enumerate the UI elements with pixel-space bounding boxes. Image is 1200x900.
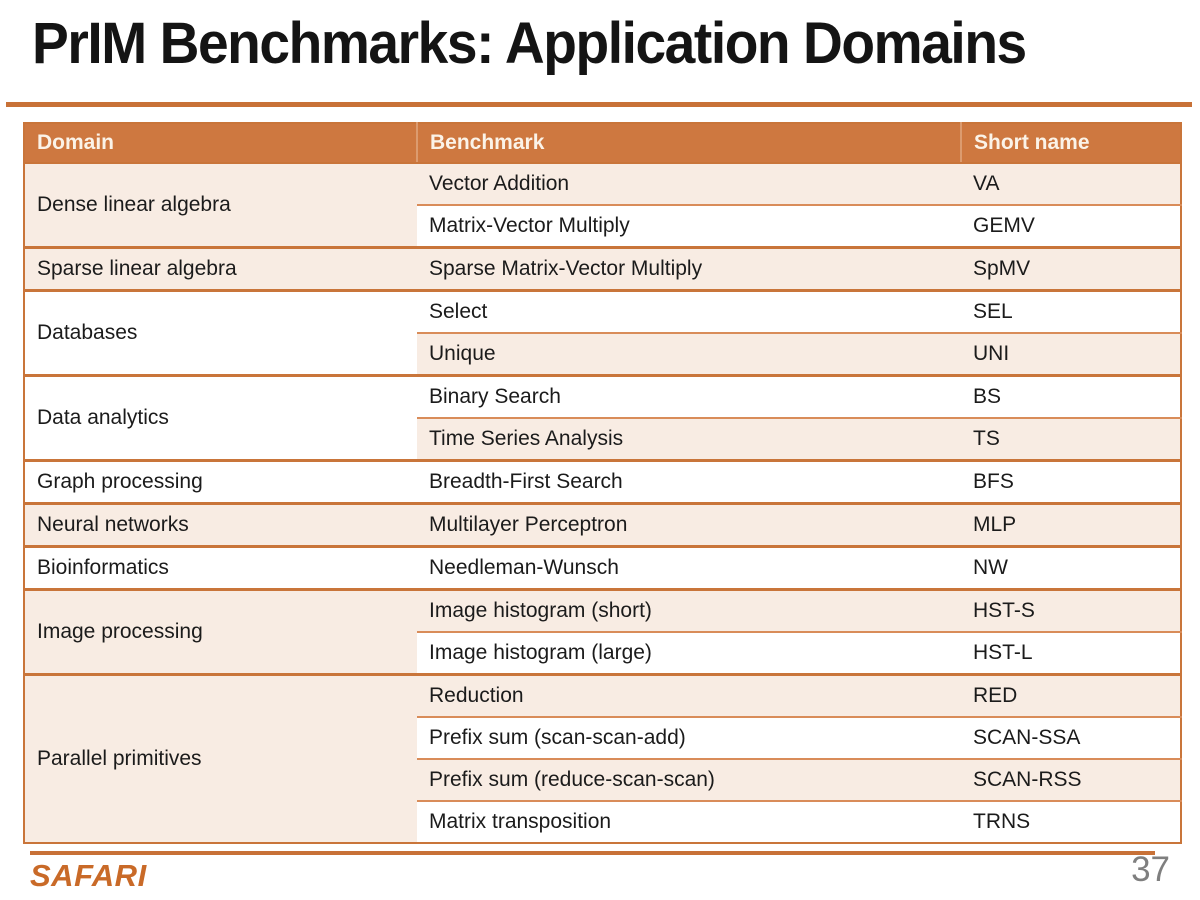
short-name-cell: MLP [961,502,1181,547]
short-name-cell: SCAN-SSA [961,716,1181,759]
table-row: Prefix sum (reduce-scan-scan) SCAN-RSS [24,758,1181,801]
header-short-name: Short name [960,123,1181,164]
short-name-cell: HST-L [961,631,1181,675]
benchmark-cell: Image histogram (large) [417,631,961,675]
benchmark-cell: Needleman-Wunsch [417,545,961,590]
short-name-cell: TRNS [961,800,1181,843]
short-name-cell: UNI [961,332,1181,376]
header-benchmark: Benchmark [416,123,961,164]
table-row: Bioinformatics Needleman-Wunsch NW [24,545,1181,590]
table-row: Sparse linear algebra Sparse Matrix-Vect… [24,246,1181,291]
table-row: Neural networks Multilayer Perceptron ML… [24,502,1181,547]
benchmark-cell: Image histogram (short) [417,588,961,632]
table-row: Matrix-Vector Multiply GEMV [24,204,1181,248]
footer-divider-rule [30,851,1155,855]
benchmark-cell: Matrix transposition [417,800,961,843]
page-title: PrIM Benchmarks: Application Domains [32,11,1027,76]
table-header-row: Domain Benchmark Short name [24,123,1181,164]
table-row: Parallel primitives Reduction RED [24,673,1181,843]
short-name-cell: SCAN-RSS [961,758,1181,801]
short-name-cell: VA [961,163,1181,205]
benchmarks-table: Domain Benchmark Short name Dense linear… [23,122,1182,844]
benchmark-cell: Vector Addition [417,163,961,205]
benchmark-cell: Breadth-First Search [417,459,961,504]
benchmark-cell: Select [417,289,961,333]
short-name-cell: SEL [961,289,1181,333]
table-row: Data analytics Binary Search BS [24,374,1181,461]
benchmark-cell: Prefix sum (reduce-scan-scan) [417,758,961,801]
domain-cell: Graph processing [24,459,417,504]
benchmark-cell: Sparse Matrix-Vector Multiply [417,246,961,291]
short-name-cell: GEMV [961,204,1181,248]
domain-cell: Databases [24,289,417,376]
benchmark-cell: Reduction [417,673,961,717]
short-name-cell: SpMV [961,246,1181,291]
domain-cell: Sparse linear algebra [24,246,417,291]
benchmark-cell: Matrix-Vector Multiply [417,204,961,248]
short-name-cell: BS [961,374,1181,418]
page-number: 37 [1131,850,1170,889]
benchmarks-table-container: Domain Benchmark Short name Dense linear… [23,122,1182,844]
table-row: Dense linear algebra Vector Addition VA [24,163,1181,248]
table-row: Image processing Image histogram (short)… [24,588,1181,675]
benchmark-cell: Time Series Analysis [417,417,961,461]
benchmark-cell: Prefix sum (scan-scan-add) [417,716,961,759]
benchmark-cell: Multilayer Perceptron [417,502,961,547]
short-name-cell: HST-S [961,588,1181,632]
table-row: Image histogram (large) HST-L [24,631,1181,675]
domain-cell: Parallel primitives [24,673,417,843]
benchmark-cell: Binary Search [417,374,961,418]
table-row: Graph processing Breadth-First Search BF… [24,459,1181,504]
domain-cell: Dense linear algebra [24,163,417,248]
short-name-cell: RED [961,673,1181,717]
safari-logo: SAFARI [30,858,147,893]
domain-cell: Neural networks [24,502,417,547]
title-divider-rule [6,102,1192,107]
table-row: Databases Select SEL [24,289,1181,376]
header-domain: Domain [24,123,417,164]
domain-cell: Image processing [24,588,417,675]
short-name-cell: NW [961,545,1181,590]
table-row: Time Series Analysis TS [24,417,1181,461]
short-name-cell: BFS [961,459,1181,504]
short-name-cell: TS [961,417,1181,461]
table-row: Prefix sum (scan-scan-add) SCAN-SSA [24,716,1181,759]
domain-cell: Data analytics [24,374,417,461]
benchmark-cell: Unique [417,332,961,376]
domain-cell: Bioinformatics [24,545,417,590]
table-row: Unique UNI [24,332,1181,376]
table-row: Matrix transposition TRNS [24,800,1181,843]
